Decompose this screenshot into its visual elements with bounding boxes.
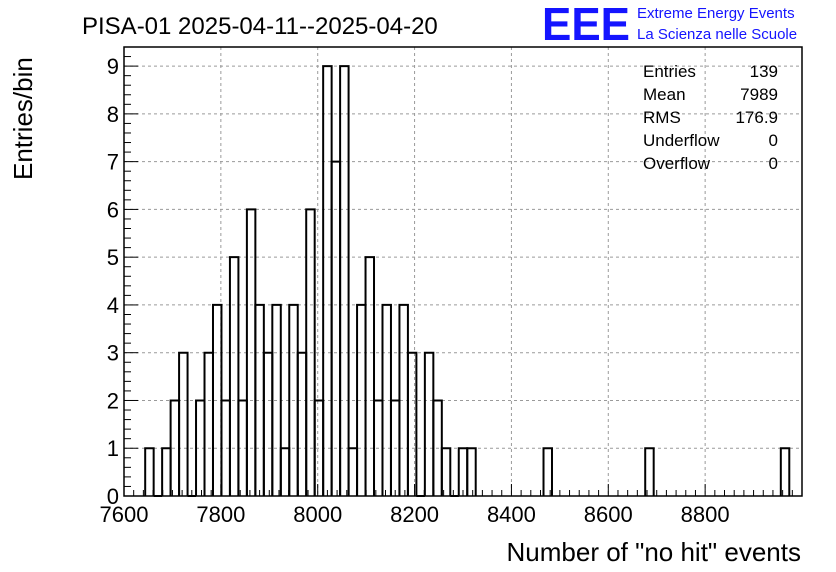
stats-value: 0 bbox=[769, 154, 778, 173]
histogram-bin bbox=[542, 447, 553, 496]
histogram-bin bbox=[440, 447, 452, 496]
y-axis: 0 1 2 3 4 5 6 7 8 9 bbox=[107, 46, 138, 509]
x-tick-label: 8200 bbox=[390, 502, 439, 527]
eee-logo-line2: La Scienza nelle Scuole bbox=[637, 26, 797, 43]
x-tick-label: 8800 bbox=[681, 502, 730, 527]
x-tick-label: 8000 bbox=[293, 502, 342, 527]
stats-label: Mean bbox=[643, 85, 686, 104]
histogram-bin bbox=[305, 208, 316, 496]
histogram-bin bbox=[406, 351, 418, 496]
x-tick-label: 8600 bbox=[584, 502, 633, 527]
stats-value: 176.9 bbox=[735, 108, 778, 127]
histogram-bin bbox=[271, 303, 282, 496]
y-tick-label: 7 bbox=[107, 150, 119, 175]
eee-logo-line1: Extreme Energy Events bbox=[637, 5, 795, 22]
stats-label: Underflow bbox=[643, 131, 720, 150]
stats-label: Entries bbox=[643, 62, 696, 81]
y-tick-label: 5 bbox=[107, 245, 119, 270]
histogram-bin bbox=[144, 447, 155, 496]
stats-box: Entries 139 Mean 7989 RMS 176.9 Underflow 0 Over… bbox=[643, 62, 778, 173]
y-tick-label: 4 bbox=[107, 293, 119, 318]
histogram-bin bbox=[644, 447, 655, 496]
stats-value: 139 bbox=[750, 62, 778, 81]
y-tick-label: 3 bbox=[107, 341, 119, 366]
stats-label: Overflow bbox=[643, 154, 711, 173]
x-tick-label: 8400 bbox=[487, 502, 536, 527]
y-tick-label: 8 bbox=[107, 102, 119, 127]
stats-value: 0 bbox=[769, 131, 778, 150]
y-tick-label: 1 bbox=[107, 436, 119, 461]
x-axis-label: Number of "no hit" events bbox=[507, 537, 802, 567]
eee-logo: EEE Extreme Energy Events La Scienza nel… bbox=[542, 0, 797, 50]
histogram-bin bbox=[466, 447, 477, 496]
histogram-bin bbox=[178, 351, 189, 496]
stats-value: 7989 bbox=[740, 85, 778, 104]
y-tick-label: 9 bbox=[107, 54, 119, 79]
histogram-bin bbox=[364, 256, 376, 496]
stats-label: RMS bbox=[643, 108, 681, 127]
x-tick-label: 7600 bbox=[100, 502, 149, 527]
x-axis: 7600 7800 8000 8200 8400 8600 8800 bbox=[100, 484, 803, 527]
eee-logo-mark: EEE bbox=[542, 0, 630, 50]
histogram-bin bbox=[228, 256, 240, 496]
y-tick-label: 2 bbox=[107, 388, 119, 413]
histogram-bin bbox=[339, 65, 350, 496]
chart-title: PISA-01 2025-04-11--2025-04-20 bbox=[82, 13, 438, 40]
y-axis-label: Entries/bin bbox=[8, 57, 38, 180]
y-tick-label: 0 bbox=[107, 484, 119, 509]
y-tick-label: 6 bbox=[107, 197, 119, 222]
histogram-bin bbox=[779, 447, 791, 496]
x-tick-label: 7800 bbox=[196, 502, 245, 527]
